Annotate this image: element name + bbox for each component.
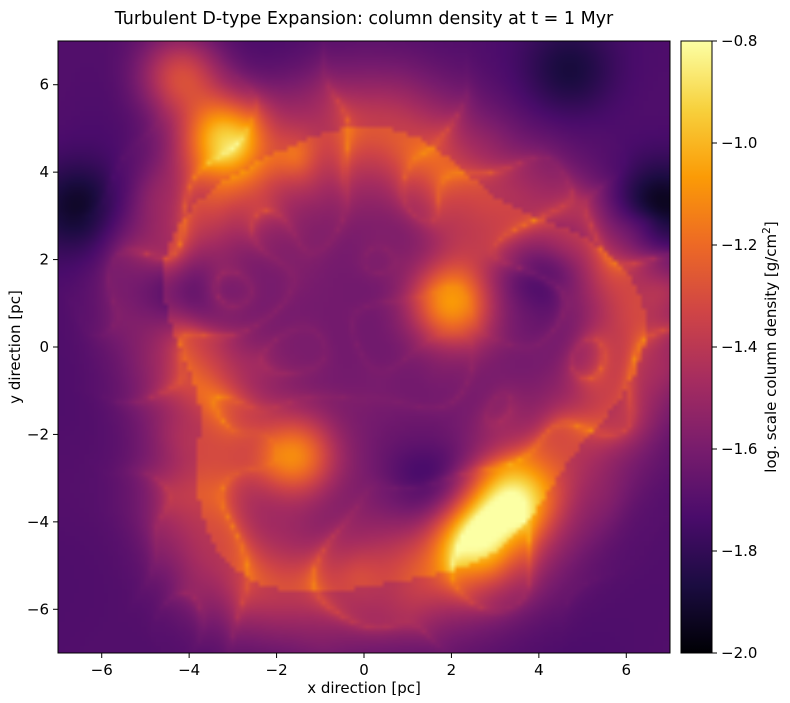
x-tick-label: −4: [178, 661, 200, 679]
colorbar-tick-label: −1.2: [721, 236, 757, 254]
colorbar-tick-label: −1.6: [721, 440, 757, 458]
y-axis: −6 −4 −2 0 2 4 6: [27, 76, 58, 618]
chart-title: Turbulent D-type Expansion: column densi…: [114, 9, 614, 29]
y-tick-label: −4: [27, 513, 49, 531]
x-axis: −6 −4 −2 0 2 4 6: [91, 653, 631, 679]
colorbar-axis: −2.0 −1.8 −1.6 −1.4 −1.2 −1.0 −0.8: [712, 32, 757, 662]
y-tick-label: −6: [27, 600, 49, 618]
colorbar-tick-label: −1.0: [721, 134, 757, 152]
x-tick-label: 4: [534, 661, 544, 679]
x-tick-label: 0: [359, 661, 369, 679]
y-tick-label: 6: [39, 76, 49, 94]
x-tick-label: 6: [622, 661, 632, 679]
colorbar-tick-label: −1.8: [721, 542, 757, 560]
y-tick-label: 0: [39, 338, 49, 356]
colorbar-tick-label: −0.8: [721, 32, 757, 50]
y-axis-label: y direction [pc]: [6, 290, 24, 404]
density-heatmap: [58, 41, 670, 653]
y-tick-label: −2: [27, 425, 49, 443]
colorbar-tick-label: −2.0: [721, 644, 757, 662]
density-image: [58, 41, 670, 653]
x-tick-label: −6: [91, 661, 113, 679]
y-tick-label: 2: [39, 251, 49, 269]
x-axis-label: x direction [pc]: [307, 679, 421, 697]
colorbar-label: log. scale column density [g/cm2]: [761, 221, 780, 472]
colorbar-tick-label: −1.4: [721, 338, 757, 356]
y-tick-label: 4: [39, 163, 49, 181]
colorbar: [681, 41, 712, 653]
x-tick-label: −2: [266, 661, 288, 679]
x-tick-label: 2: [447, 661, 457, 679]
